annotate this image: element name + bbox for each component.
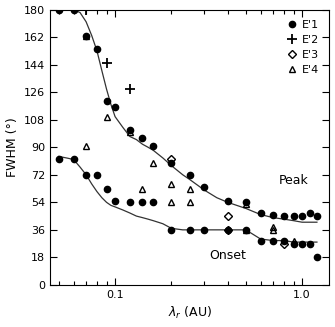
E'1: [95, 47, 99, 51]
E'2: [105, 61, 109, 65]
Line: E'1: E'1: [56, 7, 320, 219]
E'1: [244, 200, 248, 204]
E'1: [282, 214, 286, 218]
E'1: [202, 185, 206, 189]
E'1: [291, 214, 295, 218]
E'4: [105, 115, 109, 119]
E'1: [84, 34, 88, 38]
Line: E'2: E'2: [82, 5, 134, 94]
E'1: [151, 144, 155, 148]
E'1: [72, 8, 76, 11]
Y-axis label: FWHM (°): FWHM (°): [6, 117, 18, 177]
E'4: [244, 202, 248, 206]
Line: E'3: E'3: [169, 157, 230, 219]
E'1: [259, 211, 263, 215]
E'1: [308, 211, 312, 215]
E'1: [140, 136, 144, 140]
E'1: [57, 8, 61, 11]
E'4: [84, 34, 88, 38]
E'1: [170, 161, 174, 164]
E'1: [105, 99, 109, 103]
E'2: [84, 8, 88, 11]
E'1: [113, 106, 117, 110]
E'1: [226, 199, 230, 203]
E'1: [300, 214, 304, 218]
X-axis label: $\lambda_r$ (AU): $\lambda_r$ (AU): [168, 305, 212, 321]
E'4: [128, 130, 132, 134]
Line: E'4: E'4: [83, 32, 277, 230]
E'4: [170, 182, 174, 186]
E'4: [188, 187, 192, 191]
E'3: [226, 214, 230, 218]
Legend: E'1, E'2, E'3, E'4: E'1, E'2, E'3, E'4: [284, 18, 321, 77]
E'1: [188, 173, 192, 177]
Text: Peak: Peak: [279, 174, 309, 187]
E'4: [151, 161, 155, 164]
E'2: [128, 87, 132, 91]
E'1: [271, 213, 275, 216]
Text: Onset: Onset: [210, 250, 247, 262]
E'3: [170, 158, 174, 162]
E'4: [271, 225, 275, 229]
E'1: [128, 129, 132, 132]
E'1: [315, 214, 319, 218]
